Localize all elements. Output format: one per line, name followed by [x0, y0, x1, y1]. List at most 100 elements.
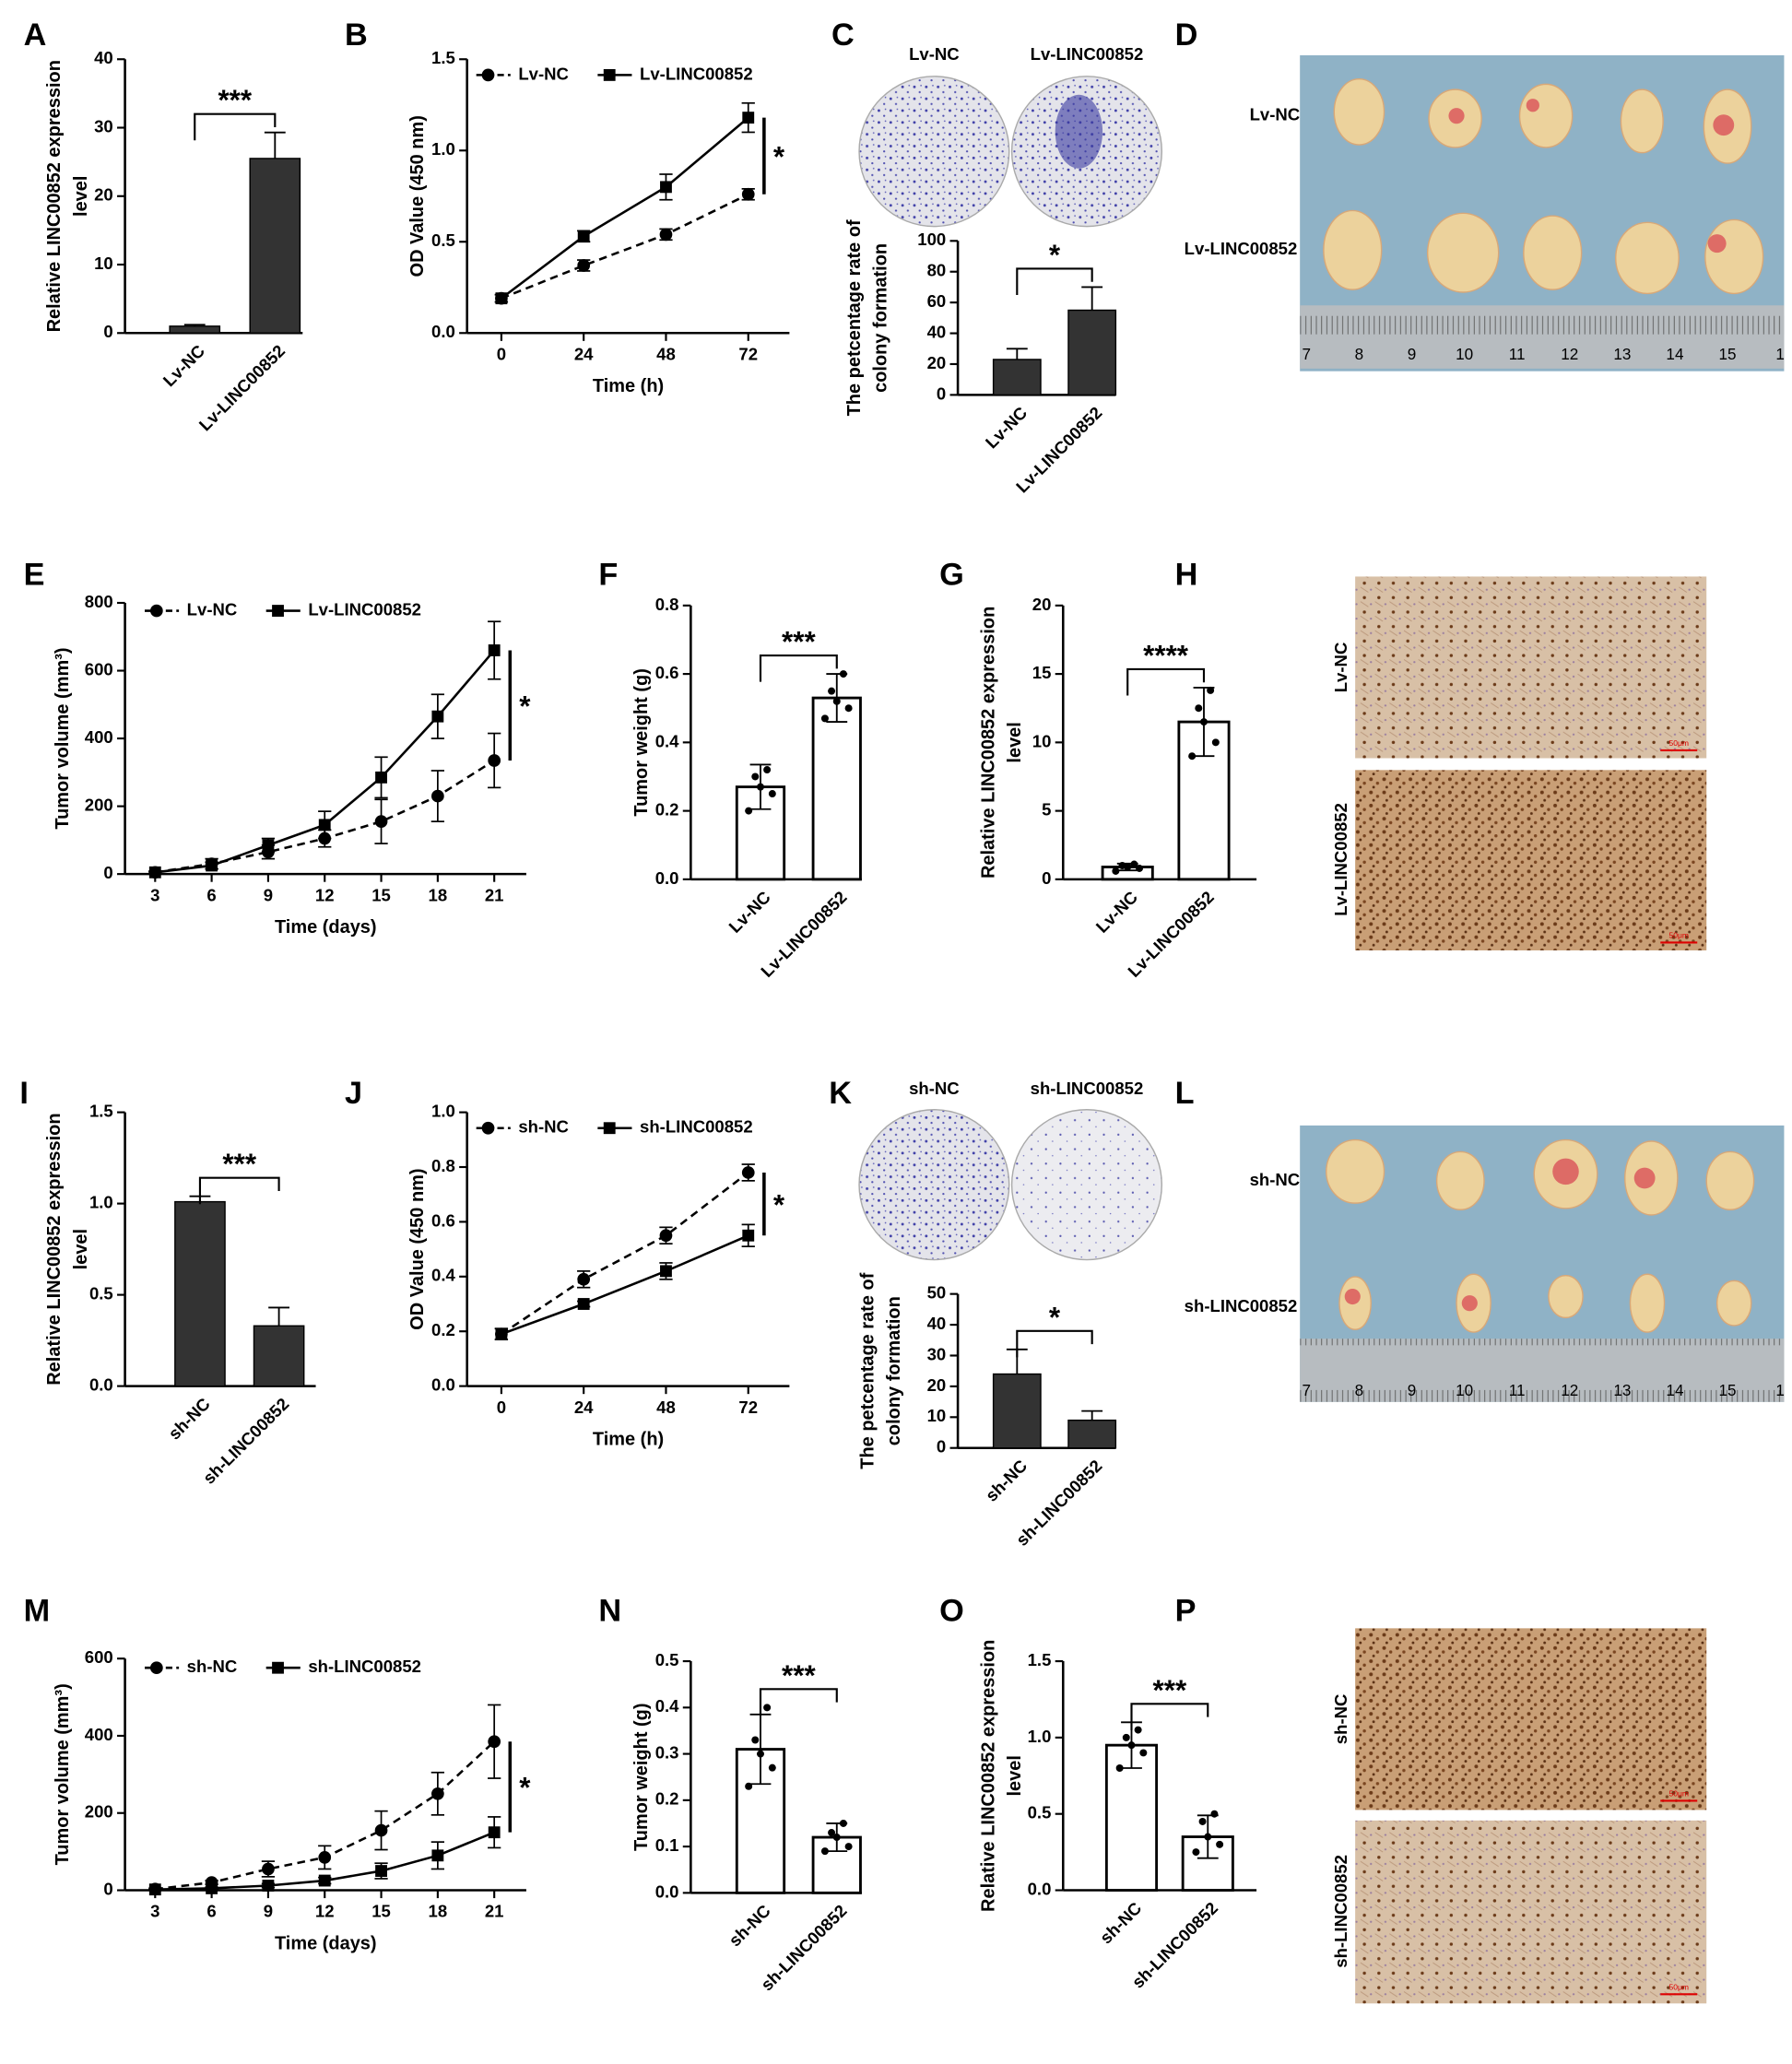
data-point	[488, 644, 501, 656]
significance: ****	[1143, 639, 1189, 671]
y-axis-label: level	[1005, 722, 1025, 762]
y-tick-label: 40	[927, 1314, 947, 1333]
data-point	[488, 1826, 501, 1839]
y-axis-label: Relative LINC00852 expression	[44, 60, 65, 332]
bar	[1067, 309, 1117, 396]
ruler-number: 13	[1613, 1381, 1631, 1399]
data-point	[1188, 752, 1197, 761]
data-point	[756, 783, 764, 791]
panel-label: F	[598, 557, 618, 592]
scale-bar-label: 50μm	[1668, 1789, 1689, 1799]
legend-label: sh-NC	[518, 1117, 569, 1137]
data-point	[262, 1880, 275, 1892]
data-point	[659, 228, 673, 242]
significance-bracket	[1016, 267, 1093, 295]
y-tick-label: 400	[85, 1725, 113, 1744]
legend-label: sh-LINC00852	[640, 1117, 753, 1137]
plate	[858, 1109, 1010, 1261]
data-point	[262, 839, 275, 852]
bar	[174, 1200, 226, 1387]
ruler-number: 12	[1561, 1381, 1578, 1399]
data-point	[820, 714, 829, 723]
x-tick-label: 9	[264, 885, 273, 904]
data-point	[1199, 718, 1208, 726]
data-point	[660, 1265, 672, 1278]
x-tick-label: 21	[485, 1902, 504, 1921]
tumor-vessels	[1448, 99, 1735, 254]
x-axis-label: Time (h)	[593, 376, 664, 396]
y-tick-label: 80	[927, 261, 947, 280]
y-tick-label: 10	[94, 254, 113, 273]
significance: ***	[222, 1148, 256, 1180]
data-point	[262, 1862, 275, 1876]
x-tick-label: 24	[574, 344, 594, 363]
data-point	[431, 1787, 444, 1800]
data-point	[577, 230, 590, 242]
y-tick-label: 0.0	[89, 1375, 113, 1395]
plate-label: Lv-NC	[909, 44, 960, 64]
y-tick-label: 0	[103, 863, 112, 882]
data-point	[1112, 867, 1120, 875]
group-label: Lv-NC	[1250, 105, 1301, 124]
data-point	[148, 866, 161, 879]
x-tick-label: 48	[656, 344, 676, 363]
plate-label: sh-LINC00852	[1031, 1079, 1144, 1098]
ruler-number: 11	[1509, 1381, 1526, 1399]
y-tick-label: 800	[85, 592, 113, 611]
scale-bar-label: 50μm	[1668, 931, 1689, 940]
legend-marker	[481, 1121, 495, 1135]
y-tick-label: 0	[103, 1879, 112, 1898]
significance: *	[773, 1188, 785, 1221]
data-point	[745, 807, 753, 815]
ihc-image	[1355, 576, 1707, 759]
y-tick-label: 0.5	[431, 230, 455, 250]
y-axis-label: Tumor volume (mm³)	[53, 647, 73, 829]
x-tick-label: Lv-NC	[1092, 887, 1141, 936]
data-point	[375, 771, 387, 784]
y-tick-label: 1.0	[431, 139, 455, 159]
data-point	[577, 1298, 590, 1310]
y-tick-label: 0.5	[89, 1284, 113, 1303]
y-tick-label: 0	[1042, 868, 1051, 888]
y-tick-label: 0.0	[655, 1881, 679, 1901]
data-point	[577, 1272, 591, 1286]
ihc-image	[1355, 1820, 1707, 2004]
y-axis-label: The petcentage rate of	[857, 1272, 878, 1468]
tumor-photo: D Lv-NC Lv-LINC00852	[1175, 18, 1785, 372]
y-tick-label: 0.8	[431, 1156, 455, 1175]
ruler-number: 13	[1613, 345, 1631, 363]
data-point	[431, 789, 444, 803]
x-tick-label: 12	[315, 885, 335, 904]
x-tick-label: 3	[150, 1902, 159, 1921]
ruler-number: 11	[1509, 345, 1526, 363]
significance-bracket	[1126, 667, 1206, 696]
panel-label: L	[1175, 1076, 1195, 1111]
data-point	[1207, 686, 1215, 694]
x-tick-label: 18	[429, 1902, 448, 1921]
data-point	[768, 790, 776, 798]
data-point	[1118, 862, 1126, 870]
panel-label: K	[829, 1076, 852, 1111]
y-tick-label: 1.0	[1028, 1727, 1052, 1746]
data-point	[756, 1750, 764, 1758]
data-point	[844, 1843, 853, 1851]
data-point	[495, 292, 508, 305]
significance: *	[1049, 1301, 1061, 1333]
data-point	[488, 1735, 501, 1749]
y-tick-label: 40	[927, 322, 947, 341]
data-point	[374, 1823, 388, 1837]
data-point	[832, 1834, 841, 1842]
y-axis-label: OD Value (450 nm)	[407, 115, 428, 277]
data-point	[844, 704, 853, 713]
x-tick-label: sh-NC	[1096, 1898, 1145, 1947]
ruler-number: 15	[1719, 345, 1737, 363]
panel-label: H	[1175, 557, 1198, 592]
y-tick-label: 600	[85, 1647, 113, 1667]
x-tick-label: 0	[497, 344, 506, 363]
series-line	[501, 1234, 749, 1336]
x-tick-label: 48	[656, 1398, 676, 1417]
data-point	[1195, 704, 1203, 713]
x-axis-label: Time (days)	[275, 1933, 377, 1953]
